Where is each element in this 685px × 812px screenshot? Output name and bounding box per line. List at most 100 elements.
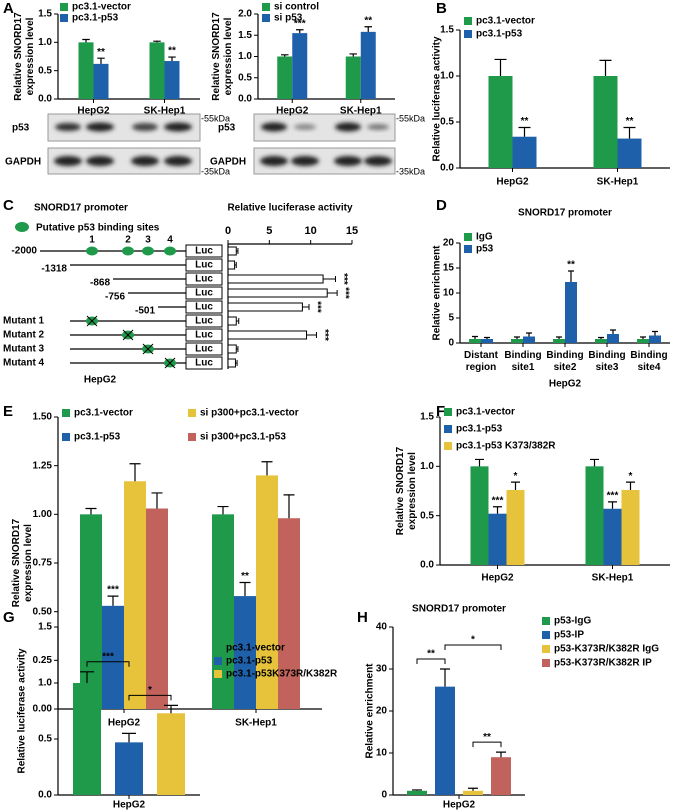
blot-band <box>364 156 392 166</box>
significance-bracket <box>86 661 130 667</box>
bar <box>512 136 537 168</box>
chart-title: SNORD17 promoter <box>412 604 506 615</box>
bar <box>149 42 165 99</box>
bar <box>227 260 236 270</box>
legend-label: pc3.1-p53 <box>74 432 121 443</box>
significance-bracket <box>444 644 502 650</box>
error-bar <box>590 458 599 467</box>
bar <box>345 56 361 99</box>
luc-label: Luc <box>195 330 213 341</box>
significance-label: *** <box>107 585 119 596</box>
error-bar <box>239 581 251 597</box>
significance-label: *** <box>102 651 114 662</box>
y-tick-label: 1.0 <box>38 678 52 689</box>
error-bar <box>306 332 317 338</box>
y-tick-label: 1.5 <box>38 9 52 20</box>
y-tick-label: 40 <box>376 622 388 633</box>
luc-box <box>185 356 223 370</box>
significance-bracket <box>416 658 446 664</box>
y-tick-label: 1.00 <box>33 509 53 520</box>
panel-label: D <box>436 197 447 214</box>
error-bar <box>235 360 238 366</box>
legend-label: si p53 <box>274 13 303 24</box>
error-bar <box>484 336 490 339</box>
error-bar <box>599 59 612 76</box>
error-bar <box>97 57 105 64</box>
error-bar <box>129 463 141 482</box>
error-bar <box>85 507 97 515</box>
error-bar <box>468 787 478 791</box>
construct-label: -756 <box>105 292 125 303</box>
error-bar <box>323 276 336 282</box>
legend-swatch <box>542 631 550 639</box>
panel-label: H <box>357 609 368 626</box>
y-tick-label: 0.5 <box>38 734 52 745</box>
binding-site <box>142 246 154 256</box>
blot-band <box>55 123 81 131</box>
y-tick-label: 0 <box>448 338 454 349</box>
bar <box>164 61 180 99</box>
error-bar <box>217 505 229 515</box>
y-axis-label: Relative SNORD17expression level <box>211 12 234 101</box>
y-tick-label: 0.5 <box>420 510 434 521</box>
luc-label: Luc <box>195 246 213 257</box>
luc-box <box>185 244 223 258</box>
bar <box>80 514 102 709</box>
error-bar <box>80 671 94 683</box>
y-tick-label: 0.0 <box>38 94 52 105</box>
mutation-cross <box>122 329 134 341</box>
luc-box <box>185 300 223 314</box>
error-bar <box>494 58 507 76</box>
bar <box>157 713 185 795</box>
significance-label: ** <box>364 15 372 26</box>
significance-label: *** <box>294 18 306 29</box>
panel-label: A <box>3 0 14 17</box>
legend-swatch <box>444 408 452 416</box>
y-tick-label: 20 <box>376 706 388 717</box>
y-tick-label: 1.0 <box>38 37 52 48</box>
diagram-cell-line: HepG2 <box>84 375 117 386</box>
y-tick-label: 10 <box>443 288 455 299</box>
x-tick-label: HepG2 <box>481 573 514 584</box>
significance-label: * <box>514 471 518 482</box>
x-tick-label: HepG2 <box>113 800 146 811</box>
bar <box>278 518 300 709</box>
legend-label: p53-IgG <box>554 616 591 627</box>
blot-band <box>261 122 287 132</box>
error-bar <box>598 336 604 339</box>
x-tick-label: Binding site3 <box>588 350 625 373</box>
y-tick-label: 0.0 <box>238 94 252 105</box>
error-bar <box>296 29 304 34</box>
y-tick-label: 0.00 <box>33 704 53 715</box>
blot-band <box>164 122 192 132</box>
error-bar <box>440 668 450 687</box>
blot-label: GAPDH <box>5 157 41 168</box>
legend-swatch <box>188 433 196 441</box>
error-bar <box>153 40 161 43</box>
error-bar <box>236 248 239 254</box>
legend-label: pc3.1-p53K373R/K382R <box>226 669 338 680</box>
blot-band <box>334 156 362 166</box>
panel-label: F <box>436 403 445 420</box>
legend-label: p53-K373R/K382R IgG <box>554 644 659 655</box>
x-tick-label: SK-Hep1 <box>340 106 382 117</box>
legend-swatch <box>444 442 452 450</box>
error-bar <box>364 26 372 32</box>
y-tick-label: 2.0 <box>238 9 252 20</box>
y-tick-label: 0 <box>381 790 387 801</box>
y-tick-label: 1.50 <box>33 412 53 423</box>
error-bar <box>236 346 239 352</box>
construct-label: -868 <box>90 278 110 289</box>
luc-label: Luc <box>195 302 213 313</box>
x-tick-label: SK-Hep1 <box>592 573 634 584</box>
legend-swatch <box>214 644 222 652</box>
bar <box>227 330 308 340</box>
bar <box>617 138 642 168</box>
bar <box>491 757 511 795</box>
bar <box>593 76 618 168</box>
construct-label: -2000 <box>11 246 37 257</box>
significance-label: *** <box>319 329 330 341</box>
error-bar <box>652 330 658 336</box>
significance-label: * <box>629 471 633 482</box>
bar <box>124 481 146 709</box>
